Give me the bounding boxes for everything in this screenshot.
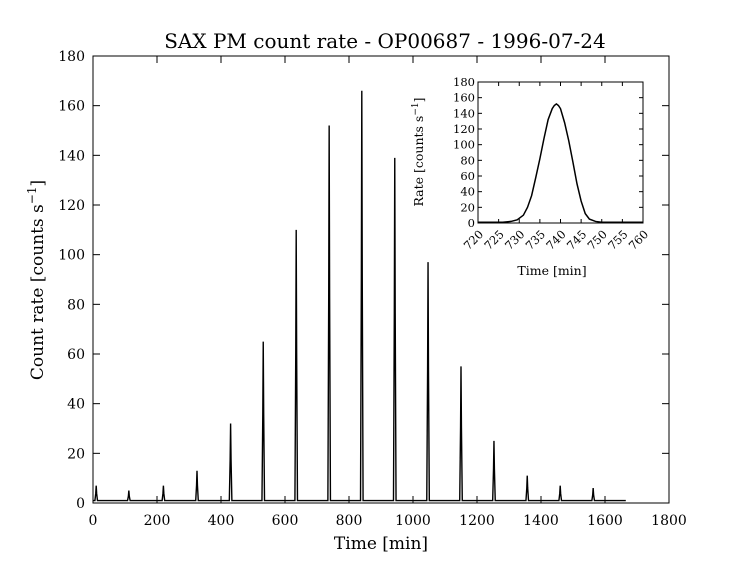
- x-tick-label: 600: [272, 513, 299, 529]
- inset-plot-frame: [477, 81, 644, 224]
- x-tick-label: 1800: [651, 513, 687, 529]
- inset-x-axis-label: Time [min]: [517, 263, 586, 278]
- inset-x-tick-label: 740: [543, 227, 568, 252]
- y-tick-label: 60: [67, 347, 85, 363]
- y-tick-label: 0: [76, 496, 85, 512]
- inset-series-line: [478, 102, 643, 223]
- y-tick-label: 120: [58, 198, 85, 214]
- y-tick-label: 180: [58, 49, 85, 65]
- inset-y-tick-label: 100: [453, 138, 475, 152]
- inset-x-tick-label: 720: [461, 227, 486, 252]
- main-series-line: [93, 90, 626, 502]
- inset-x-tick-label: 725: [481, 227, 506, 252]
- inset-y-axis-label: Rate [counts s−1]: [411, 97, 426, 206]
- chart-title: SAX PM count rate - OP00687 - 1996-07-24: [164, 29, 606, 53]
- y-tick-label: 20: [67, 446, 85, 462]
- inset-x-tick-label: 735: [523, 227, 548, 252]
- x-tick-label: 800: [336, 513, 363, 529]
- inset-y-tick-label: 140: [453, 106, 475, 120]
- y-tick-label: 140: [58, 148, 85, 164]
- x-tick-label: 1000: [395, 513, 431, 529]
- inset-y-tick-label: 80: [460, 153, 475, 167]
- inset-y-tick-label: 60: [460, 169, 475, 183]
- y-axis-label: Count rate [counts s−1]: [25, 180, 48, 380]
- x-tick-label: 200: [144, 513, 171, 529]
- y-tick-label: 80: [67, 297, 85, 313]
- y-tick-label: 160: [58, 99, 85, 115]
- inset-y-tick-label: 20: [460, 200, 475, 214]
- x-axis-label: Time [min]: [334, 534, 428, 554]
- inset-y-tick-label: 120: [453, 122, 475, 136]
- inset-x-tick-label: 760: [626, 227, 651, 252]
- inset-x-tick-label: 755: [605, 227, 630, 252]
- inset-y-tick-label: 160: [453, 91, 475, 105]
- x-tick-label: 1400: [523, 513, 559, 529]
- inset-x-tick-label: 730: [502, 227, 527, 252]
- inset-x-tick-label: 750: [584, 227, 609, 252]
- inset-background: [478, 82, 643, 223]
- inset-y-tick-label: 40: [460, 185, 475, 199]
- x-tick-label: 1200: [459, 513, 495, 529]
- inset-y-tick-label: 0: [468, 216, 475, 230]
- main-plot-frame: [92, 55, 670, 504]
- x-tick-label: 1600: [587, 513, 623, 529]
- y-tick-label: 100: [58, 248, 85, 264]
- y-tick-label: 40: [67, 397, 85, 413]
- x-tick-label: 0: [89, 513, 98, 529]
- inset-y-tick-label: 180: [453, 75, 475, 89]
- x-tick-label: 400: [208, 513, 235, 529]
- inset-x-tick-label: 745: [564, 227, 589, 252]
